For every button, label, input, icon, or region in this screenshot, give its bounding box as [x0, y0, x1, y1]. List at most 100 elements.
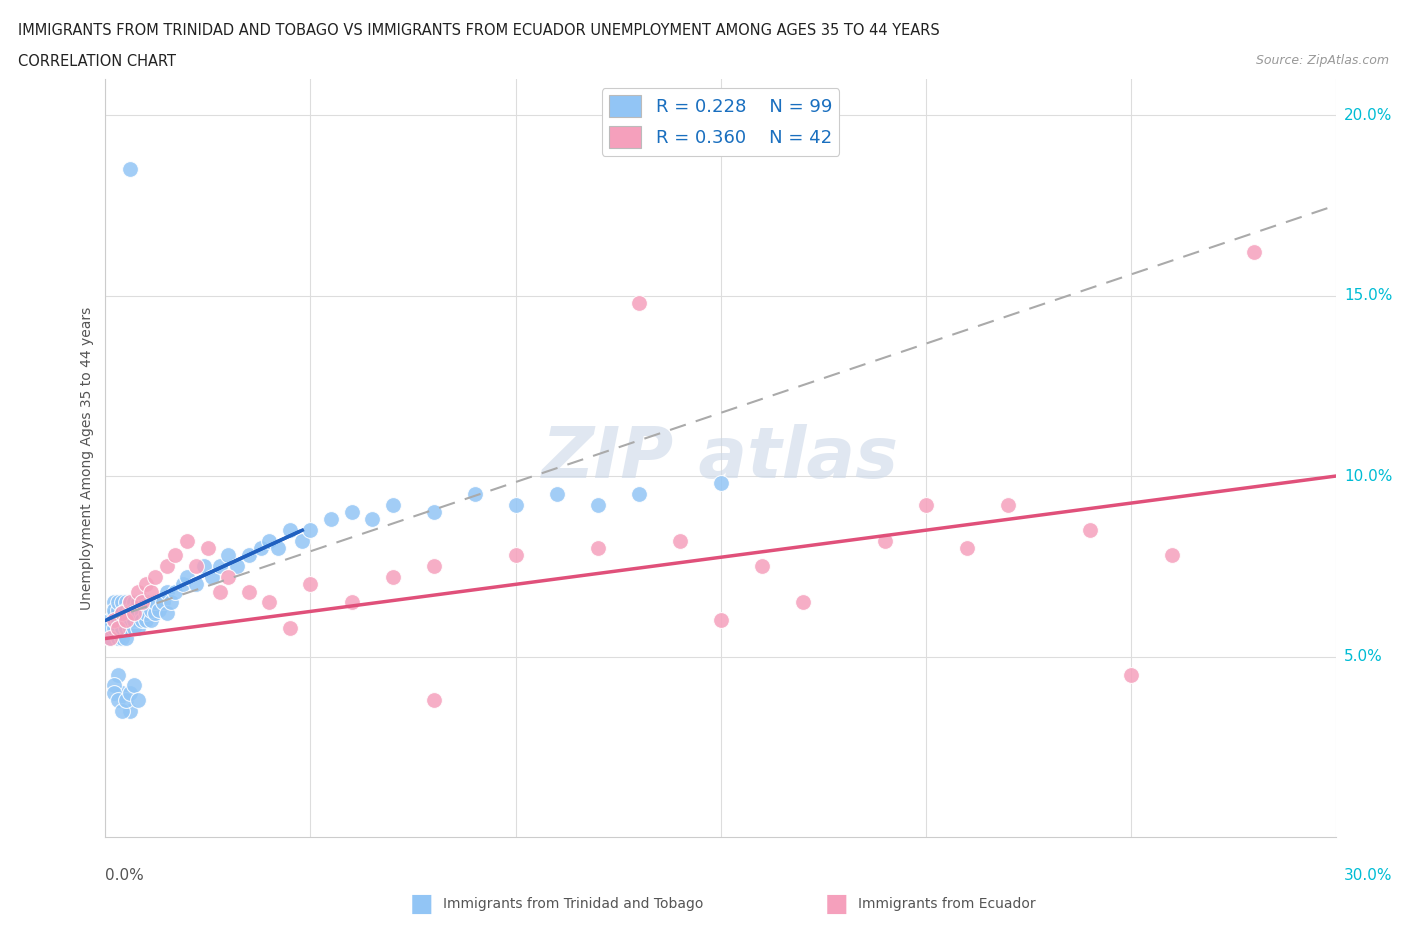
Point [111, 703, 134, 718]
Point [751, 559, 773, 574]
Point [165, 548, 187, 563]
Point [107, 613, 129, 628]
Point [184, 577, 207, 591]
Point [914, 498, 936, 512]
Point [148, 603, 170, 618]
Point [122, 595, 145, 610]
Point [107, 620, 129, 635]
Text: 5.0%: 5.0% [1344, 649, 1382, 664]
Point [115, 613, 138, 628]
Point [98, 613, 121, 628]
Point [122, 605, 145, 620]
Point [127, 595, 149, 610]
Point [586, 541, 609, 556]
Point [111, 613, 134, 628]
Point [278, 620, 301, 635]
Point [505, 498, 527, 512]
Point [422, 559, 444, 574]
Point [115, 595, 138, 610]
Point [218, 548, 240, 563]
Legend: R = 0.228    N = 99, R = 0.360    N = 42: R = 0.228 N = 99, R = 0.360 N = 42 [602, 88, 839, 155]
Point [107, 603, 129, 618]
Point [111, 595, 134, 610]
Point [120, 595, 141, 610]
Point [201, 570, 224, 585]
Point [278, 523, 301, 538]
Point [120, 613, 141, 628]
Point [127, 584, 149, 599]
Point [115, 603, 138, 618]
Point [586, 498, 609, 512]
Point [111, 631, 134, 646]
Point [115, 613, 138, 628]
Point [792, 595, 814, 610]
Point [107, 620, 129, 635]
Point [131, 595, 153, 610]
Point [152, 595, 174, 610]
Point [115, 620, 138, 635]
Text: 20.0%: 20.0% [1344, 108, 1392, 123]
Point [107, 613, 129, 628]
Point [103, 595, 125, 610]
Point [127, 613, 149, 628]
Point [381, 498, 404, 512]
Point [103, 603, 125, 618]
Point [299, 523, 322, 538]
Point [103, 605, 125, 620]
Point [668, 534, 690, 549]
Text: 15.0%: 15.0% [1344, 288, 1392, 303]
Text: Immigrants from Trinidad and Tobago: Immigrants from Trinidad and Tobago [443, 897, 703, 911]
Y-axis label: Unemployment Among Ages 35 to 44 years: Unemployment Among Ages 35 to 44 years [80, 306, 94, 610]
Point [135, 605, 157, 620]
Point [103, 613, 125, 628]
Point [127, 605, 149, 620]
Point [120, 603, 141, 618]
Point [135, 595, 157, 610]
Text: IMMIGRANTS FROM TRINIDAD AND TOBAGO VS IMMIGRANTS FROM ECUADOR UNEMPLOYMENT AMON: IMMIGRANTS FROM TRINIDAD AND TOBAGO VS I… [18, 23, 941, 38]
Text: CORRELATION CHART: CORRELATION CHART [18, 54, 176, 69]
Point [131, 613, 153, 628]
Point [131, 595, 153, 610]
Point [250, 541, 273, 556]
Text: Immigrants from Ecuador: Immigrants from Ecuador [858, 897, 1035, 911]
Point [127, 693, 149, 708]
Point [120, 162, 141, 177]
Point [103, 685, 125, 700]
Point [710, 613, 733, 628]
Point [156, 559, 179, 574]
Point [361, 512, 384, 526]
Point [122, 613, 145, 628]
Point [120, 620, 141, 635]
Point [627, 296, 650, 311]
Point [176, 570, 198, 585]
Text: Source: ZipAtlas.com: Source: ZipAtlas.com [1256, 54, 1389, 67]
Point [120, 595, 141, 610]
Point [120, 613, 141, 628]
Point [111, 605, 134, 620]
Point [422, 505, 444, 520]
Point [209, 584, 232, 599]
Point [143, 595, 166, 610]
Point [98, 620, 121, 635]
Point [1160, 548, 1182, 563]
Point [505, 548, 527, 563]
Point [873, 534, 896, 549]
Point [111, 685, 134, 700]
Point [160, 595, 183, 610]
Point [122, 603, 145, 618]
Text: 30.0%: 30.0% [1344, 868, 1392, 883]
Point [340, 595, 363, 610]
Point [184, 559, 207, 574]
Point [259, 534, 281, 549]
Point [120, 605, 141, 620]
Point [627, 486, 650, 501]
Point [122, 620, 145, 635]
Text: ZIP atlas: ZIP atlas [541, 423, 900, 493]
Point [122, 605, 145, 620]
Point [143, 570, 166, 585]
Point [103, 678, 125, 693]
Point [111, 620, 134, 635]
Point [135, 577, 157, 591]
Point [319, 512, 342, 526]
Point [111, 605, 134, 620]
